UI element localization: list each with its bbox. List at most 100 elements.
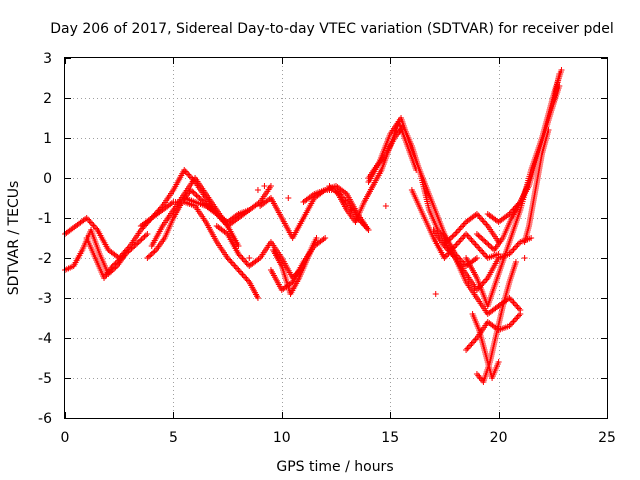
data-point — [124, 249, 131, 256]
tick-labels: 0 5 10 15 20 25 -6 -5 -4 -3 -2 -1 0 1 2 3 — [38, 51, 616, 446]
y-tick-label: -6 — [38, 411, 52, 427]
data-point — [127, 247, 134, 253]
data-point — [528, 235, 535, 241]
data-point — [140, 235, 147, 241]
data-point — [348, 207, 355, 213]
data-point — [476, 233, 483, 240]
x-axis-title: GPS time / hours — [276, 459, 393, 475]
data-point — [465, 234, 472, 240]
data-point — [365, 227, 372, 233]
data-point — [457, 237, 464, 243]
data-point — [231, 262, 238, 269]
data-point — [121, 252, 128, 259]
data-point — [235, 243, 242, 249]
data-point — [459, 223, 466, 230]
data-point — [507, 296, 514, 303]
data-point — [454, 240, 461, 246]
x-tick-label: 0 — [61, 430, 70, 446]
data-point — [232, 264, 239, 270]
data-point — [460, 234, 467, 240]
data-point — [138, 236, 145, 243]
data-point — [459, 235, 466, 242]
data-point — [85, 216, 92, 223]
x-tick-label: 20 — [490, 430, 508, 446]
data-point — [482, 239, 489, 245]
data-point — [285, 195, 292, 201]
data-point — [125, 248, 132, 255]
data-point — [187, 187, 194, 193]
data-point — [116, 256, 123, 263]
data-point — [509, 320, 516, 326]
data-point — [128, 245, 135, 252]
data-point — [109, 263, 116, 269]
data-point — [119, 253, 126, 260]
data-point — [479, 236, 486, 243]
data-point — [513, 315, 520, 322]
data-point — [485, 241, 492, 248]
data-point — [449, 233, 456, 240]
data-point — [512, 259, 519, 265]
data-point — [189, 188, 196, 195]
data-point — [137, 237, 144, 244]
data-point — [134, 240, 141, 247]
data-point — [556, 83, 563, 89]
data-point — [135, 239, 142, 245]
data-point — [473, 255, 480, 261]
data-point — [475, 212, 482, 219]
data-point — [238, 254, 245, 260]
data-point — [190, 189, 197, 196]
data-point — [243, 276, 250, 282]
data-point — [246, 255, 253, 261]
data-point — [515, 305, 522, 312]
data-point — [479, 249, 486, 255]
data-point — [254, 187, 261, 193]
data-point — [332, 188, 339, 195]
data-point — [452, 231, 459, 237]
data-point — [468, 341, 475, 347]
y-tick-label: -2 — [38, 251, 52, 267]
data-point — [476, 246, 483, 252]
data-point — [193, 192, 200, 199]
data-point — [480, 250, 487, 257]
data-point — [467, 235, 474, 242]
data-point — [111, 261, 118, 268]
data-point — [382, 203, 389, 209]
data-point — [514, 242, 521, 248]
data-point — [142, 232, 149, 239]
data-point — [471, 240, 478, 246]
data-point — [326, 183, 333, 189]
data-point — [329, 185, 336, 192]
data-point — [464, 345, 471, 352]
data-point — [235, 267, 242, 273]
data-point — [464, 232, 471, 239]
data-point — [477, 247, 484, 254]
data-point — [510, 318, 517, 325]
data-point — [509, 248, 516, 254]
data-point — [239, 271, 246, 278]
data-point — [453, 229, 460, 236]
data-point — [227, 258, 234, 264]
data-point — [450, 232, 457, 239]
data-point — [186, 173, 193, 179]
data-points — [62, 67, 565, 385]
data-point — [478, 235, 485, 241]
data-point — [327, 184, 334, 191]
data-point — [148, 251, 155, 257]
data-point — [151, 248, 158, 255]
data-point — [194, 193, 201, 200]
data-point — [183, 170, 190, 176]
data-point — [545, 127, 552, 133]
data-point — [322, 235, 329, 241]
data-point — [239, 255, 246, 262]
data-point — [461, 220, 468, 227]
data-point — [463, 231, 470, 237]
data-point — [141, 233, 148, 240]
data-point — [511, 317, 518, 323]
data-point — [129, 244, 136, 251]
data-point — [118, 255, 125, 261]
data-point — [114, 259, 121, 265]
data-point — [132, 241, 139, 248]
data-point — [481, 237, 488, 244]
data-point — [185, 171, 192, 178]
data-point — [242, 274, 249, 281]
